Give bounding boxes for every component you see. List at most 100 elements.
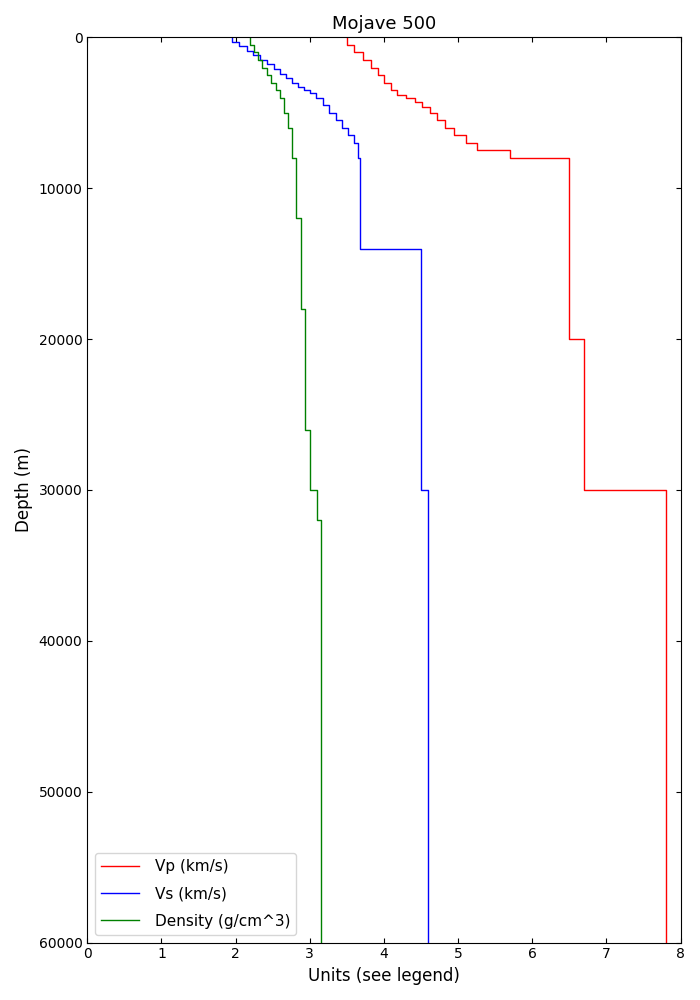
Vp (km/s) — [426, 101, 434, 113]
Density (g/cm^3) — [258, 62, 267, 74]
Density (g/cm^3) — [306, 424, 314, 436]
Vs (km/s) — [356, 152, 365, 164]
Vs (km/s) — [249, 49, 258, 61]
Vp (km/s) — [440, 114, 449, 126]
Vp (km/s) — [506, 144, 514, 156]
Vp (km/s) — [359, 54, 368, 66]
Vs (km/s) — [332, 114, 340, 126]
Vs (km/s) — [235, 36, 244, 48]
Vp (km/s) — [402, 89, 410, 101]
Vp (km/s) — [411, 92, 419, 104]
Density (g/cm^3) — [288, 152, 296, 164]
Vp (km/s) — [662, 484, 670, 496]
Vp (km/s) — [662, 937, 670, 949]
Vp (km/s) — [374, 69, 382, 81]
Vs (km/s) — [235, 40, 244, 52]
Vp (km/s) — [379, 77, 388, 89]
Vp (km/s) — [580, 484, 589, 496]
Line: Vp (km/s): Vp (km/s) — [346, 37, 666, 943]
Vp (km/s) — [419, 101, 427, 113]
Density (g/cm^3) — [316, 937, 325, 949]
Vs (km/s) — [228, 36, 236, 48]
Vs (km/s) — [337, 122, 346, 134]
Density (g/cm^3) — [284, 122, 292, 134]
Line: Density (g/cm^3): Density (g/cm^3) — [251, 37, 321, 943]
Vs (km/s) — [242, 45, 251, 57]
Vp (km/s) — [393, 84, 402, 96]
Vs (km/s) — [344, 129, 353, 141]
Vp (km/s) — [342, 31, 351, 43]
Vs (km/s) — [300, 81, 308, 93]
Vp (km/s) — [450, 122, 459, 134]
Legend: Vp (km/s), Vs (km/s), Density (g/cm^3): Vp (km/s), Vs (km/s), Density (g/cm^3) — [95, 853, 296, 935]
Density (g/cm^3) — [253, 54, 262, 66]
Density (g/cm^3) — [262, 69, 271, 81]
Vp (km/s) — [419, 96, 427, 108]
Density (g/cm^3) — [276, 84, 284, 96]
Vp (km/s) — [350, 46, 358, 58]
Y-axis label: Depth (m): Depth (m) — [15, 447, 33, 532]
Vp (km/s) — [565, 152, 573, 164]
Vs (km/s) — [270, 58, 279, 70]
Line: Vs (km/s): Vs (km/s) — [232, 37, 428, 943]
Density (g/cm^3) — [292, 212, 300, 224]
Vp (km/s) — [433, 114, 442, 126]
Vp (km/s) — [342, 39, 351, 51]
Vs (km/s) — [319, 99, 328, 111]
Vp (km/s) — [461, 137, 470, 149]
Vp (km/s) — [374, 62, 382, 74]
Density (g/cm^3) — [262, 62, 271, 74]
Vp (km/s) — [402, 92, 410, 104]
Vs (km/s) — [424, 937, 433, 949]
Density (g/cm^3) — [267, 69, 275, 81]
Vs (km/s) — [288, 72, 296, 84]
Density (g/cm^3) — [301, 424, 309, 436]
X-axis label: Units (see legend): Units (see legend) — [308, 967, 460, 985]
Title: Mojave 500: Mojave 500 — [332, 15, 436, 33]
Vp (km/s) — [387, 84, 395, 96]
Vs (km/s) — [282, 68, 290, 80]
Vs (km/s) — [242, 40, 251, 52]
Density (g/cm^3) — [253, 46, 262, 58]
Vs (km/s) — [294, 81, 302, 93]
Density (g/cm^3) — [279, 107, 288, 119]
Density (g/cm^3) — [292, 152, 300, 164]
Vs (km/s) — [306, 87, 314, 99]
Vs (km/s) — [416, 484, 425, 496]
Vs (km/s) — [228, 31, 236, 43]
Vs (km/s) — [325, 99, 333, 111]
Vp (km/s) — [473, 144, 481, 156]
Vs (km/s) — [350, 129, 358, 141]
Vp (km/s) — [580, 333, 589, 345]
Vs (km/s) — [344, 122, 353, 134]
Vp (km/s) — [411, 96, 419, 108]
Vs (km/s) — [256, 49, 265, 61]
Vs (km/s) — [282, 72, 290, 84]
Vp (km/s) — [350, 39, 358, 51]
Density (g/cm^3) — [297, 303, 305, 315]
Vs (km/s) — [312, 87, 320, 99]
Density (g/cm^3) — [306, 484, 314, 496]
Vs (km/s) — [337, 114, 346, 126]
Density (g/cm^3) — [297, 212, 305, 224]
Density (g/cm^3) — [316, 514, 325, 526]
Density (g/cm^3) — [246, 31, 255, 43]
Vs (km/s) — [288, 77, 296, 89]
Vp (km/s) — [440, 122, 449, 134]
Vs (km/s) — [332, 107, 340, 119]
Vp (km/s) — [450, 129, 459, 141]
Vs (km/s) — [350, 137, 358, 149]
Vs (km/s) — [312, 92, 320, 104]
Density (g/cm^3) — [246, 39, 255, 51]
Vs (km/s) — [294, 77, 302, 89]
Density (g/cm^3) — [267, 77, 275, 89]
Vp (km/s) — [366, 62, 375, 74]
Vs (km/s) — [325, 107, 333, 119]
Vs (km/s) — [416, 243, 425, 255]
Vs (km/s) — [424, 937, 433, 949]
Density (g/cm^3) — [258, 54, 267, 66]
Vp (km/s) — [565, 333, 573, 345]
Vs (km/s) — [354, 152, 362, 164]
Density (g/cm^3) — [313, 514, 321, 526]
Vs (km/s) — [319, 92, 328, 104]
